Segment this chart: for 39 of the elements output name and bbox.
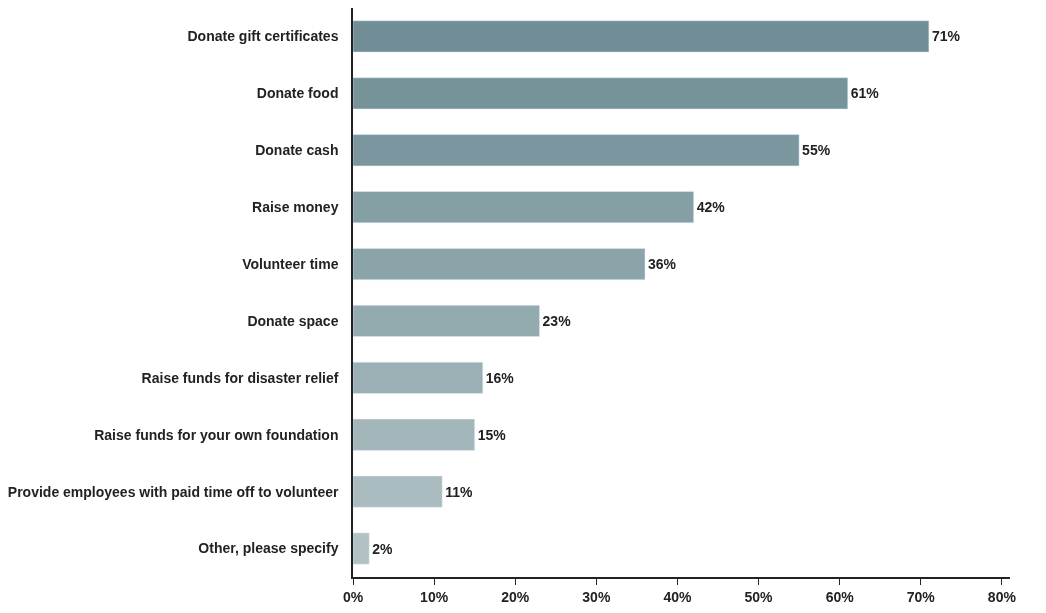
bar	[353, 305, 540, 337]
data-label: 16%	[485, 369, 515, 386]
bar	[353, 191, 694, 224]
bar	[353, 532, 370, 565]
data-label: 23%	[542, 312, 572, 329]
x-tick-label: 20%	[501, 588, 530, 605]
x-tick-label: 10%	[420, 588, 449, 605]
bar	[353, 418, 475, 451]
data-label: 2%	[372, 540, 394, 557]
bar	[353, 20, 930, 53]
x-tick-label: 80%	[987, 588, 1017, 605]
x-tick-label: 70%	[906, 588, 936, 605]
x-tick-label: 30%	[582, 588, 611, 605]
y-tick-label: Donate gift certificates	[187, 28, 339, 45]
data-label: 36%	[648, 256, 677, 273]
y-tick-label: Volunteer time	[242, 255, 339, 272]
data-label: 11%	[445, 483, 474, 500]
y-tick-label: Raise funds for your own foundation	[94, 426, 339, 443]
y-tick-label: Donate cash	[255, 142, 339, 159]
x-tick-label: 0%	[342, 588, 364, 605]
x-tick-label: 50%	[744, 588, 774, 605]
data-label: 42%	[696, 199, 726, 216]
x-tick-label: 60%	[825, 588, 855, 605]
y-tick-label: Donate space	[247, 312, 339, 329]
bar	[353, 361, 484, 394]
data-label: 71%	[931, 28, 961, 45]
y-tick-label: Other, please specify	[198, 540, 339, 557]
data-label: 55%	[802, 142, 831, 159]
data-label: 61%	[850, 85, 880, 102]
y-tick-label: Provide employees with paid time off to volunteer	[7, 483, 339, 500]
bar	[353, 248, 646, 280]
y-tick-label: Raise funds for disaster relief	[141, 369, 339, 386]
bar	[353, 134, 800, 167]
bar	[353, 475, 443, 508]
data-label: 15%	[477, 426, 507, 443]
bar	[353, 77, 849, 110]
y-tick-label: Raise money	[252, 199, 339, 216]
x-tick-label: 40%	[663, 588, 692, 605]
y-tick-label: Donate food	[256, 85, 339, 102]
